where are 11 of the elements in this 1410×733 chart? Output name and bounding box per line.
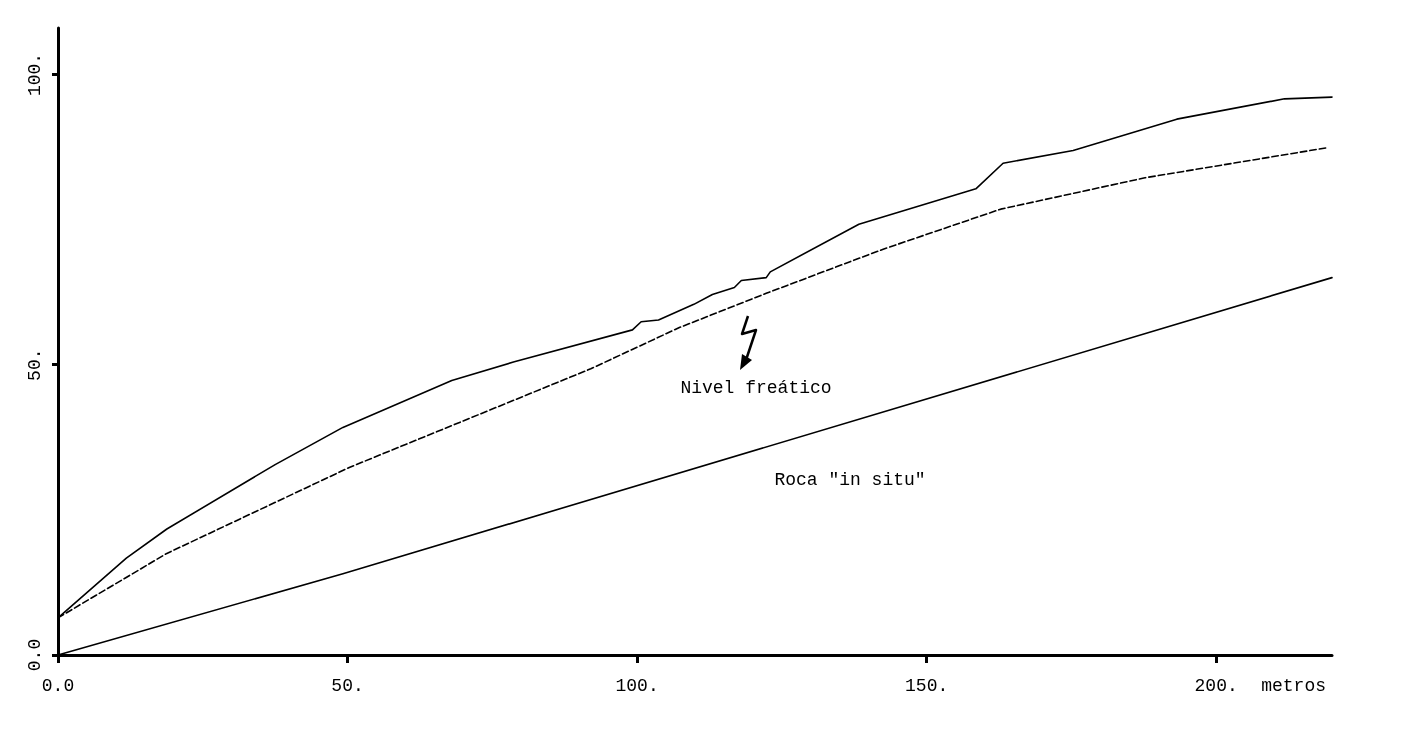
x-tick-label: 150.	[905, 676, 949, 696]
y-tick-label: 50.	[25, 348, 45, 381]
x-tick-label: 200.	[1194, 676, 1238, 696]
annotation: Roca "in situ"	[774, 470, 926, 490]
x-tick-label: 0.0	[41, 676, 75, 696]
x-axis-title: metros	[1261, 676, 1326, 696]
y-tick-label: 0.0	[25, 638, 45, 672]
x-tick-label: 100.	[615, 676, 659, 696]
y-tick-label: 100.	[25, 52, 45, 97]
x-tick-label: 50.	[331, 676, 364, 696]
annotation: Nivel freático	[680, 378, 832, 398]
